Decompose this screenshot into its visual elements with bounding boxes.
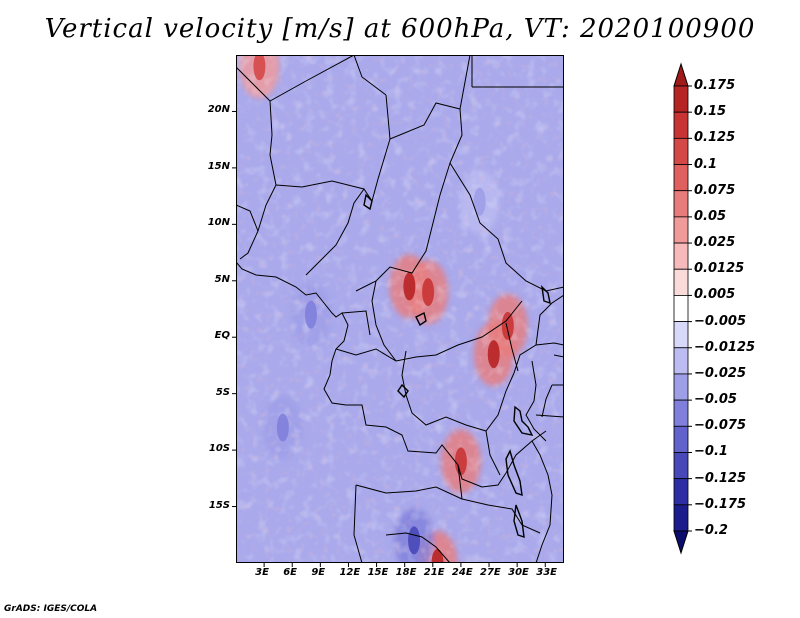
- colorbar-segment: [673, 321, 689, 349]
- negative-anomaly-center: [276, 413, 289, 442]
- colorbar-label: 0.125: [694, 130, 736, 146]
- colorbar-segment: [673, 137, 689, 165]
- colorbar-segment: [673, 504, 689, 532]
- colorbar-segment: [673, 347, 689, 375]
- colorbar-segment: [673, 478, 689, 506]
- negative-anomaly-center: [408, 526, 421, 555]
- y-tick-label: 10S: [208, 443, 230, 455]
- negative-anomaly-center: [473, 187, 486, 216]
- colorbar-label: −0.005: [694, 313, 747, 329]
- x-tick-label: 24E: [451, 567, 473, 578]
- colorbar-segment: [673, 164, 689, 192]
- footer-credit: GrADS: IGES/COLA: [4, 604, 98, 614]
- colorbar-segment: [673, 373, 689, 401]
- colorbar-segment: [673, 268, 689, 296]
- x-tick-label: 12E: [339, 567, 361, 578]
- lake-outlines: [363, 193, 551, 539]
- country-borders: [236, 55, 564, 563]
- colorbar-segment: [673, 111, 689, 139]
- colorbar-segment: [673, 216, 689, 244]
- colorbar-segment: [673, 530, 689, 555]
- positive-anomaly-center: [501, 311, 514, 340]
- colorbar-segment: [673, 425, 689, 453]
- plot-frame: [236, 55, 564, 563]
- colorbar-label: 0.175: [694, 78, 736, 93]
- y-tick-label: 10N: [207, 217, 230, 229]
- positive-anomaly-center: [422, 278, 435, 307]
- x-tick-label: 30E: [508, 567, 529, 578]
- colorbar-label: −0.175: [694, 496, 747, 512]
- colorbar-segment: [673, 295, 689, 322]
- y-tick-label: EQ: [214, 330, 230, 342]
- y-tick-label: 5N: [214, 273, 230, 285]
- colorbar-label: 0.025: [694, 235, 736, 251]
- anomaly-centers: [253, 55, 514, 563]
- colorbar-label: −0.025: [694, 365, 747, 381]
- chart-title: Vertical velocity [m/s] at 600hPa, VT: 2…: [44, 14, 756, 44]
- colorbar-label: −0.1: [694, 444, 728, 460]
- colorbar-label: −0.05: [694, 392, 737, 408]
- colorbar-label: −0.125: [694, 470, 747, 486]
- colorbar-label: 0.005: [694, 287, 736, 303]
- colorbar-segment: [673, 85, 689, 113]
- x-tick-label: 33E: [536, 567, 557, 578]
- positive-anomaly-center: [403, 272, 416, 301]
- x-tick-label: 21E: [423, 567, 445, 578]
- heatmap-field: [236, 55, 564, 563]
- x-tick-label: 27E: [480, 567, 501, 578]
- colorbar-label: 0.075: [694, 182, 736, 198]
- colorbar-label: 0.05: [694, 208, 727, 224]
- colorbar-segment: [673, 190, 689, 218]
- colorbar-label: 0.15: [694, 104, 727, 120]
- colorbar-segment: [673, 242, 689, 270]
- x-tick-label: 3E: [255, 567, 269, 578]
- colorbar-segment: [673, 452, 689, 480]
- positive-anomaly-center: [487, 340, 500, 369]
- y-tick-label: 20N: [207, 104, 230, 116]
- x-tick-label: 18E: [395, 567, 417, 578]
- colorbar-segment: [673, 62, 689, 87]
- plot-area: [236, 55, 564, 563]
- colorbar-segment: [673, 399, 689, 427]
- x-tick-label: 9E: [311, 567, 326, 578]
- y-tick-label: 15N: [207, 160, 230, 172]
- colorbar-label: −0.0125: [694, 339, 756, 355]
- x-tick-label: 6E: [283, 567, 298, 578]
- colorbar-label: −0.075: [694, 418, 747, 434]
- colorbar-label: 0.0125: [694, 261, 745, 277]
- x-tick-label: 15E: [367, 567, 389, 578]
- colorbar-label: 0.1: [694, 156, 718, 172]
- y-tick-label: 5S: [215, 386, 230, 398]
- positive-anomaly-center: [253, 55, 266, 81]
- y-tick-label: 15S: [208, 499, 230, 511]
- negative-anomaly-center: [304, 300, 317, 329]
- colorbar-label: −0.2: [694, 523, 728, 538]
